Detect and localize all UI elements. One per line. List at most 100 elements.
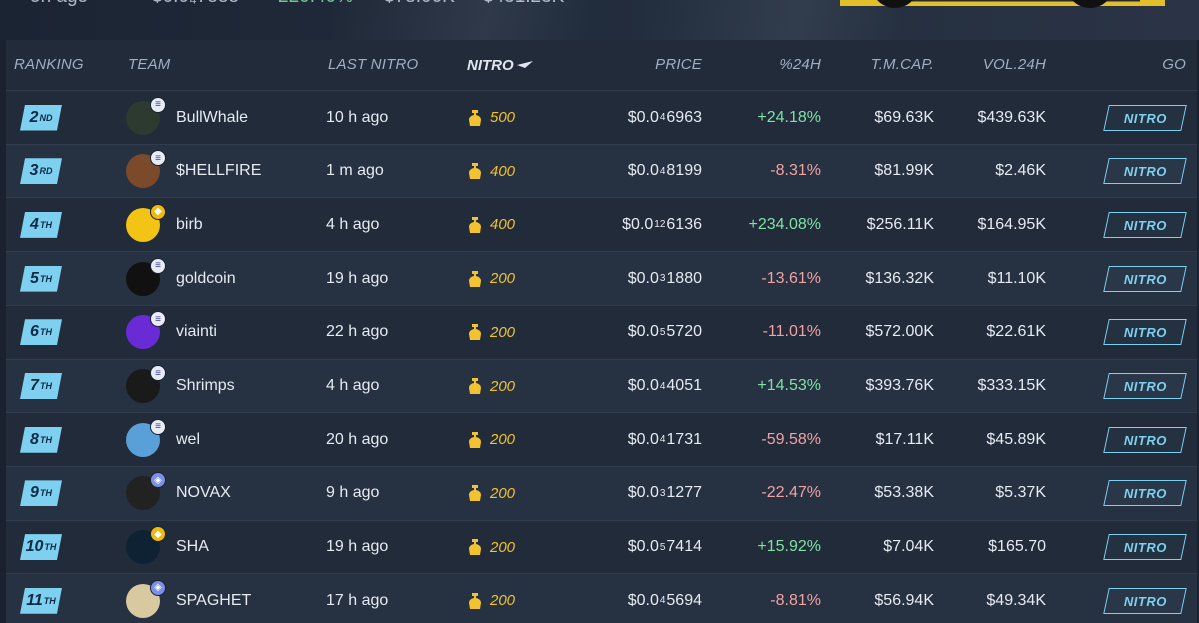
header-nitro-logo[interactable]: NITRO (467, 56, 535, 79)
header-last-nitro[interactable]: LAST NITRO (328, 56, 419, 73)
price-cell: $0.0 5 5720 (566, 306, 702, 359)
table-row[interactable]: 3 RD ≡ $HELLFIRE 1 m ago 400 $0.0 4 8199 -8… (6, 143, 1197, 198)
rank-suffix: TH (39, 488, 52, 499)
nitro-logo-icon: NITRO (467, 57, 533, 74)
rank-cell: 2 ND (20, 91, 64, 144)
token-avatar[interactable]: ≡ (126, 150, 166, 189)
nitro-button-label: NITRO (1123, 110, 1167, 125)
price-digits: 1277 (666, 484, 702, 502)
nitro-boost: 200 (468, 306, 538, 359)
nitro-button[interactable]: NITRO (1103, 104, 1187, 131)
table-header: RANKING TEAM LAST NITRO NITRO PRICE %24H… (6, 40, 1197, 90)
token-avatar[interactable]: ≡ (126, 365, 166, 403)
eth-chain-icon: ◈ (150, 472, 166, 489)
nitro-button[interactable]: NITRO (1103, 587, 1187, 614)
table-row[interactable]: 2 ND ≡ BullWhale 10 h ago 500 $0.0 4 6963 +… (6, 90, 1197, 144)
nitro-button-label: NITRO (1123, 378, 1167, 394)
table-row[interactable]: 7 TH ≡ Shrimps 4 h ago 200 $0.0 4 4051 +14.… (6, 358, 1197, 413)
price-zero-count: 5 (659, 326, 666, 338)
nitro-button[interactable]: NITRO (1103, 480, 1187, 507)
team-name[interactable]: viainti (176, 323, 217, 341)
table-row[interactable]: 5 TH ≡ goldcoin 19 h ago 200 $0.0 3 1880 -1… (6, 251, 1197, 305)
rank-number: 9 (30, 484, 39, 502)
go-cell: NITRO (1103, 413, 1187, 466)
volume-24h: $165.70 (988, 538, 1046, 556)
header-volume[interactable]: VOL.24H (982, 56, 1046, 73)
table-row[interactable]: 4 TH ◆ birb 4 h ago 400 $0.0 12 6136 +234.0… (6, 197, 1197, 251)
table-row[interactable]: 10 TH ◆ SHA 19 h ago 200 $0.0 5 7414 +15.92… (6, 519, 1197, 574)
header-mcap[interactable]: T.M.CAP. (870, 56, 934, 73)
avatar-cell: ≡ (126, 306, 170, 359)
nitro-button[interactable]: NITRO (1103, 158, 1187, 185)
price-cell: $0.0 4 5694 (566, 574, 702, 623)
team-name[interactable]: Shrimps (176, 377, 235, 394)
sol-chain-icon: ≡ (150, 150, 166, 167)
team-name[interactable]: SPAGHET (176, 591, 252, 609)
nitro-button[interactable]: NITRO (1103, 319, 1187, 346)
rank-number: 8 (30, 430, 39, 448)
team-name[interactable]: NOVAX (176, 484, 231, 502)
header-go: GO (1162, 56, 1186, 73)
bottle-icon (469, 163, 481, 180)
table-row[interactable]: 6 TH ≡ viainti 22 h ago 200 $0.0 5 5720 -11… (6, 304, 1197, 359)
team-name[interactable]: $HELLFIRE (176, 162, 262, 180)
bottle-icon (469, 324, 481, 341)
volume-24h: $45.89K (986, 430, 1046, 448)
team-name[interactable]: BullWhale (176, 108, 249, 126)
price-digits: 6963 (666, 108, 702, 126)
nitro-button[interactable]: NITRO (1103, 534, 1187, 561)
price-cell: $0.0 4 6963 (566, 91, 702, 144)
hero-volume: $431.23K (483, 0, 564, 8)
token-avatar[interactable]: ≡ (126, 96, 166, 135)
nitro-button[interactable]: NITRO (1103, 265, 1187, 292)
price-prefix: $0.0 (622, 215, 654, 233)
header-team[interactable]: TEAM (128, 56, 171, 73)
change-24h: -59.58% (761, 430, 821, 448)
header-change[interactable]: %24H (779, 56, 821, 73)
token-avatar[interactable]: ≡ (126, 257, 166, 296)
token-avatar[interactable]: ◆ (126, 526, 166, 565)
team-name[interactable]: SHA (176, 538, 209, 556)
rank-cell: 11 TH (20, 574, 64, 623)
rank-cell: 4 TH (20, 198, 64, 251)
nitro-boost: 200 (468, 574, 538, 623)
bottle-icon (469, 539, 481, 556)
volume-24h: $333.15K (977, 377, 1046, 394)
token-avatar[interactable]: ◈ (126, 472, 166, 511)
team-name[interactable]: birb (176, 215, 203, 233)
boost-amount: 200 (490, 484, 516, 502)
nitro-button[interactable]: NITRO (1103, 373, 1187, 399)
token-avatar[interactable]: ◈ (126, 579, 166, 618)
go-cell: NITRO (1103, 467, 1187, 520)
nitro-button[interactable]: NITRO (1103, 426, 1187, 453)
market-cap: $69.63K (874, 108, 934, 126)
nitro-button[interactable]: NITRO (1103, 211, 1187, 238)
volume-24h: $22.61K (986, 323, 1046, 341)
boost-amount: 200 (490, 538, 516, 556)
last-nitro-time: 17 h ago (326, 591, 389, 609)
avatar-cell: ≡ (126, 145, 170, 198)
table-row[interactable]: 8 TH ≡ wel 20 h ago 200 $0.0 4 1731 -59.58%… (6, 412, 1197, 466)
token-avatar[interactable]: ◆ (126, 203, 166, 242)
team-name[interactable]: goldcoin (176, 269, 236, 287)
header-price[interactable]: PRICE (655, 56, 702, 73)
rank-number: 11 (26, 591, 43, 609)
boost-amount: 200 (490, 431, 516, 449)
price-zero-count: 4 (659, 165, 666, 177)
token-avatar[interactable]: ≡ (126, 418, 166, 457)
rank-cell: 5 TH (20, 252, 64, 305)
table-row[interactable]: 9 TH ◈ NOVAX 9 h ago 200 $0.0 3 1277 -22.47… (6, 465, 1197, 520)
nitro-button-label: NITRO (1123, 217, 1167, 233)
rank-cell: 9 TH (20, 467, 64, 520)
sol-chain-icon: ≡ (150, 311, 166, 328)
change-24h: -13.61% (761, 269, 821, 287)
header-ranking[interactable]: RANKING (14, 56, 84, 73)
sol-chain-icon: ≡ (150, 96, 166, 113)
table-row[interactable]: 11 TH ◈ SPAGHET 17 h ago 200 $0.0 4 5694 -8… (6, 573, 1197, 623)
rank-cell: 6 TH (20, 306, 64, 359)
price-zero-count: 4 (659, 434, 666, 446)
team-name[interactable]: wel (176, 430, 201, 448)
token-avatar[interactable]: ≡ (126, 311, 166, 350)
bottle-icon (469, 216, 481, 233)
price-zero-count: 5 (659, 541, 666, 553)
